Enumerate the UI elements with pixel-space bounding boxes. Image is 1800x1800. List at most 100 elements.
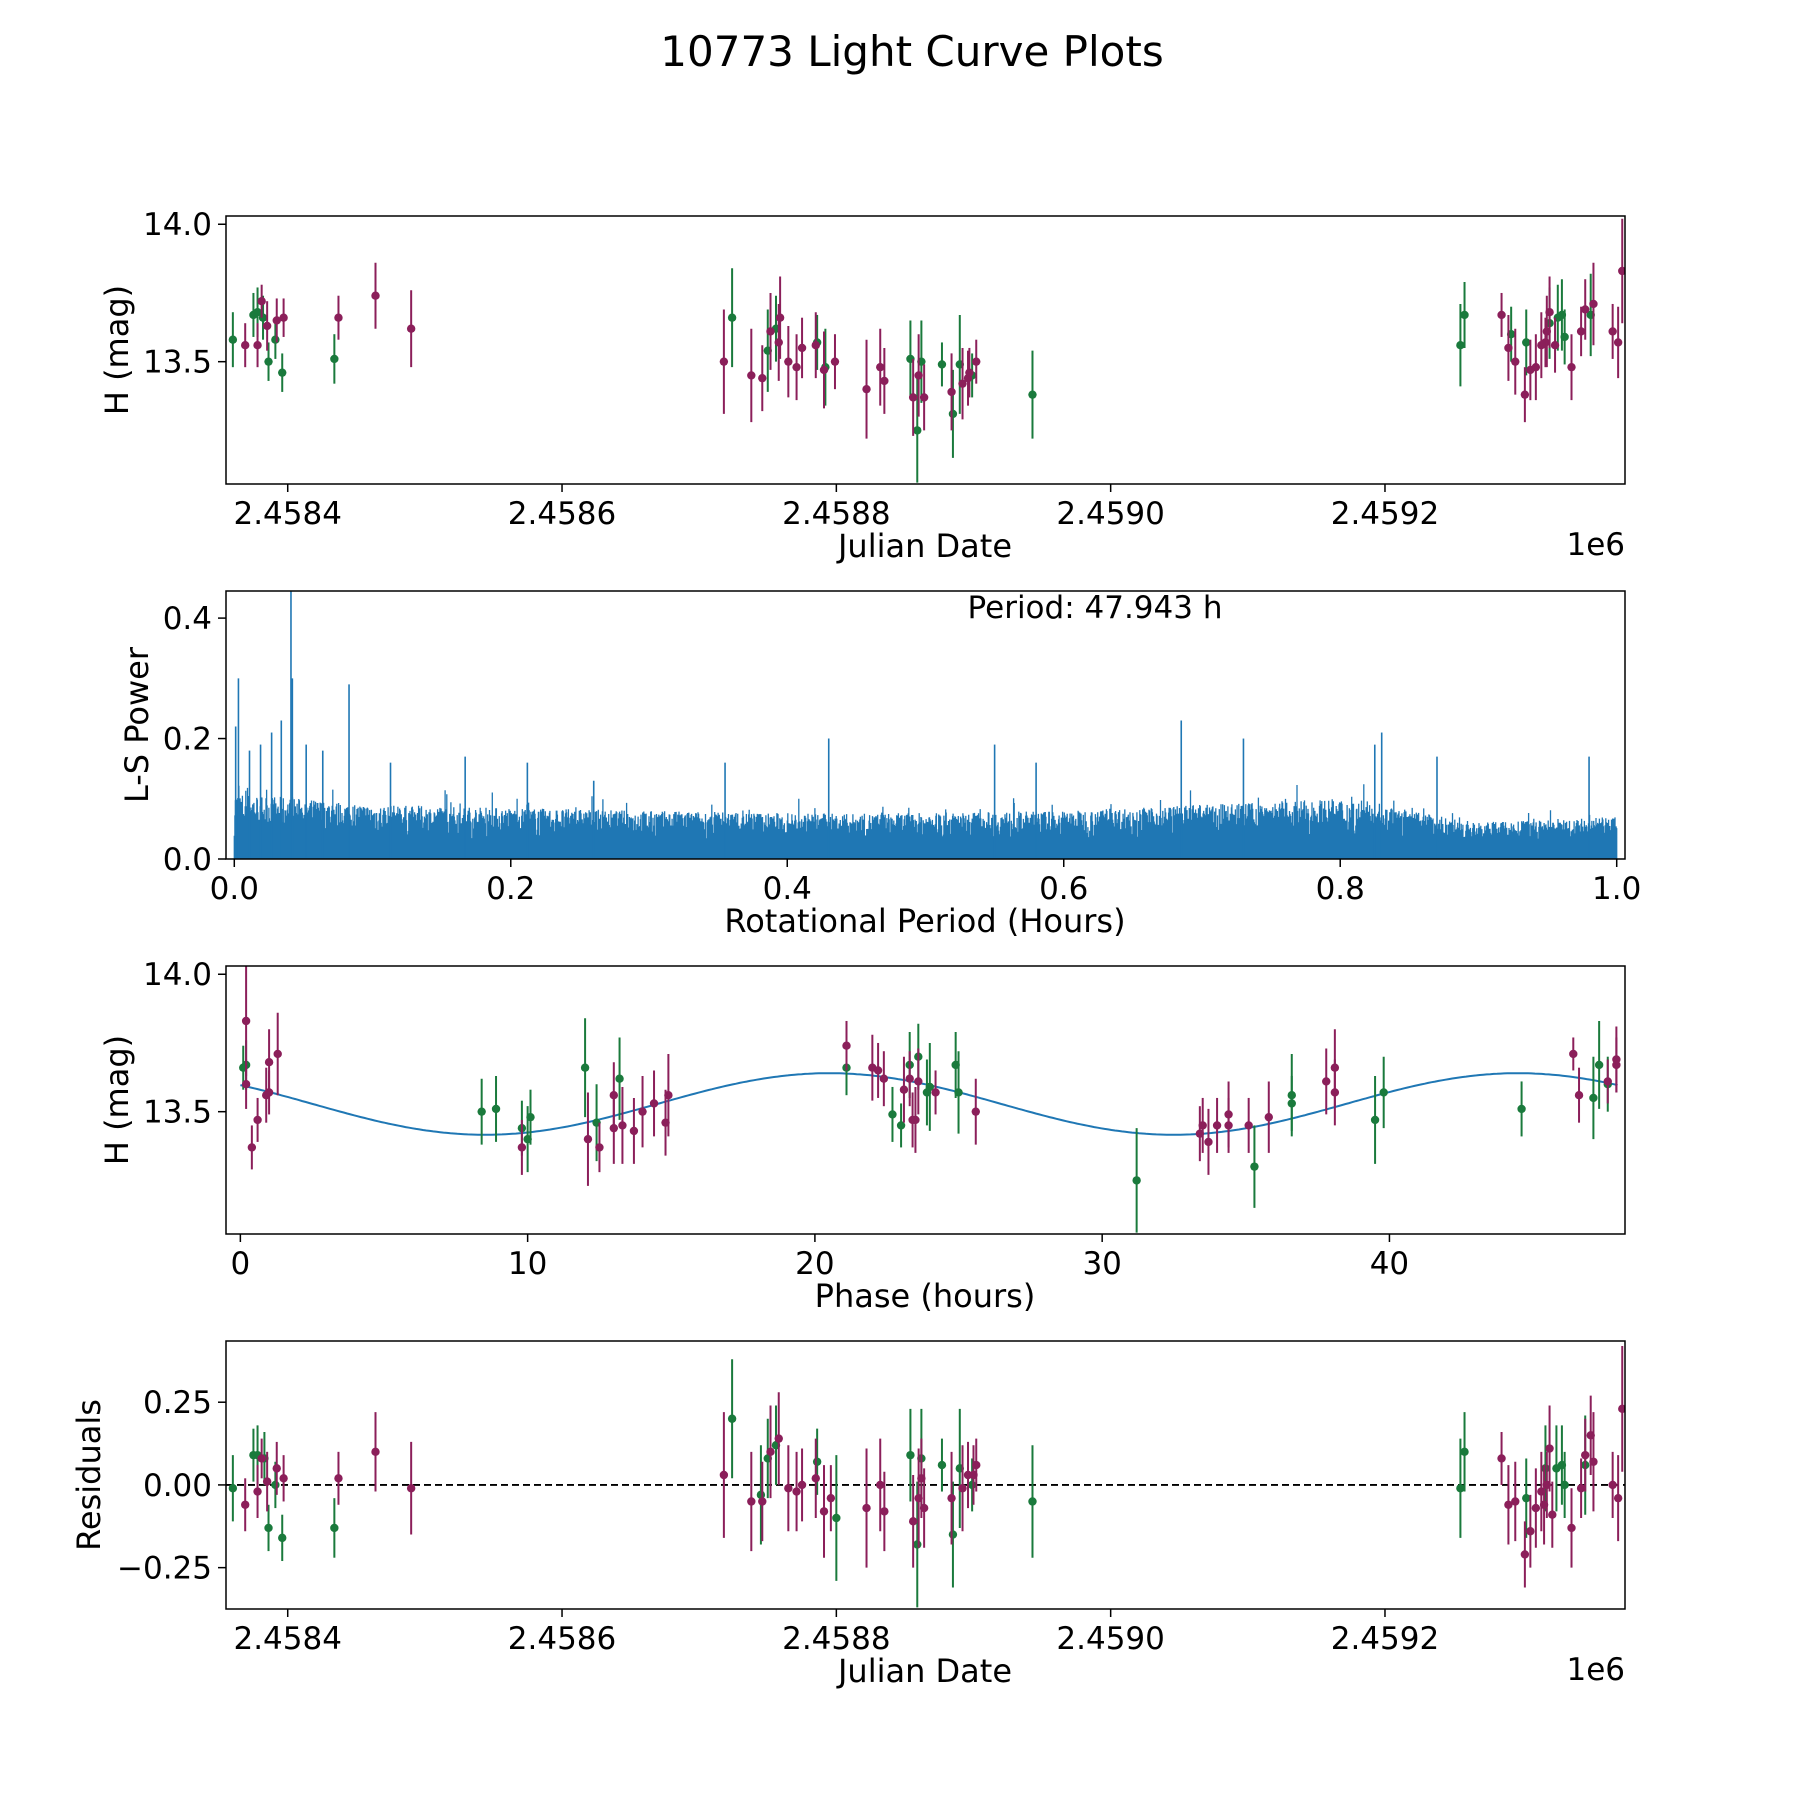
maroon-data-point: [272, 1464, 281, 1473]
maroon-data-point: [1581, 305, 1590, 314]
maroon-data-point: [1224, 1110, 1233, 1119]
maroon-data-point: [1542, 327, 1552, 336]
maroon-data-point: [830, 357, 840, 366]
green-data-point: [812, 1457, 822, 1466]
x-tick-label: 2.4592: [1331, 1621, 1439, 1657]
maroon-data-point: [1548, 1510, 1557, 1519]
maroon-data-point: [1504, 1500, 1513, 1509]
maroon-data-point: [618, 1121, 627, 1130]
maroon-data-point: [911, 1115, 920, 1125]
maroon-data-point: [1497, 1454, 1506, 1463]
green-data-point: [330, 354, 339, 364]
maroon-data-point: [1567, 362, 1576, 372]
x-tick-label: 0.2: [486, 871, 535, 907]
maroon-data-point: [1198, 1121, 1207, 1130]
period-annotation: Period: 47.943 h: [968, 590, 1223, 626]
maroon-data-point: [1531, 1503, 1541, 1513]
figure-title: 10773 Light Curve Plots: [660, 27, 1163, 76]
maroon-data-point: [1603, 1077, 1612, 1086]
green-data-point: [1589, 1093, 1598, 1103]
green-data-point: [967, 1480, 977, 1490]
maroon-data-point: [1550, 340, 1560, 350]
maroon-data-point: [972, 1460, 981, 1470]
maroon-data-point: [747, 1497, 756, 1506]
maroon-data-point: [873, 1066, 883, 1075]
x-tick-label: 2.4586: [508, 1621, 616, 1657]
maroon-series: [241, 1345, 1625, 1588]
maroon-data-point: [965, 368, 974, 377]
maroon-data-point: [972, 357, 981, 366]
x-tick-label: 2.4584: [233, 496, 341, 532]
maroon-data-point: [958, 379, 967, 388]
maroon-data-point: [1567, 1523, 1576, 1533]
maroon-data-point: [819, 1507, 829, 1516]
maroon-data-point: [1212, 1121, 1222, 1130]
green-data-point: [896, 1121, 906, 1130]
residuals-y-ticks: −0.25 0.00 0.25: [117, 1385, 226, 1587]
green-data-point: [580, 1063, 590, 1072]
maroon-data-point: [971, 1107, 980, 1116]
periodogram-y-label: L-S Power: [118, 646, 156, 803]
green-data-point: [1132, 1176, 1141, 1185]
green-data-point: [278, 368, 287, 377]
maroon-data-point: [797, 1480, 807, 1490]
maroon-data-point: [279, 1474, 288, 1483]
green-data-point: [1287, 1090, 1296, 1100]
phase-y-ticks: 13.5 14.0: [143, 957, 226, 1131]
light-curve-frame: [225, 215, 1626, 485]
maroon-data-point: [1204, 1137, 1213, 1147]
light-curve-y-ticks: 13.5 14.0: [143, 207, 226, 381]
maroon-data-point: [334, 313, 343, 322]
green-data-point: [906, 1450, 915, 1460]
maroon-data-point: [279, 313, 288, 322]
green-data-point: [228, 1484, 238, 1493]
green-data-point: [258, 313, 268, 322]
maroon-data-point: [1520, 1550, 1530, 1559]
green-data-point: [948, 409, 958, 419]
maroon-data-point: [1608, 1480, 1617, 1490]
residuals-plot-area: [226, 1345, 1625, 1608]
green-data-point: [491, 1104, 501, 1114]
maroon-data-point: [947, 1493, 956, 1503]
maroon-data-point: [842, 1041, 851, 1050]
x-tick-label: 2.4588: [782, 1621, 890, 1657]
maroon-data-point: [1581, 1450, 1590, 1460]
maroon-data-point: [1511, 1497, 1520, 1506]
maroon-data-point: [253, 340, 262, 350]
maroon-data-point: [241, 1500, 250, 1509]
green-data-point: [1456, 340, 1465, 350]
periodogram-frame: [225, 590, 1626, 860]
periodogram-y-ticks: 0.0 0.2 0.4: [163, 601, 226, 878]
maroon-data-point: [334, 1474, 343, 1483]
maroon-data-point: [273, 1049, 282, 1059]
phase-frame: [225, 965, 1626, 1235]
green-data-point: [264, 357, 273, 366]
x-tick-label: 2.4584: [233, 1621, 341, 1657]
maroon-data-point: [747, 371, 756, 380]
green-data-point: [271, 335, 280, 344]
green-data-point: [913, 1540, 922, 1549]
phase-x-ticks: 0 10 20 30 40: [230, 1234, 1409, 1282]
x-tick-label: 2.4590: [1056, 496, 1164, 532]
green-data-point: [330, 1523, 339, 1533]
light-curve-panel: 13.514.0 2.4584 2.4586 2.4588 2.4590 2.4592 …: [98, 207, 1626, 565]
maroon-data-point: [664, 1090, 673, 1100]
x-tick-label: 10: [508, 1246, 547, 1282]
green-data-point: [937, 1460, 947, 1470]
maroon-data-point: [1574, 1090, 1584, 1100]
maroon-data-point: [1322, 1077, 1331, 1086]
green-data-point: [1370, 1115, 1380, 1125]
maroon-data-point: [758, 1497, 767, 1506]
y-tick-label: 0.2: [163, 722, 212, 758]
periodogram-plot-area: [233, 591, 1618, 859]
maroon-data-point: [919, 1503, 929, 1513]
y-tick-label: 0.00: [143, 1468, 212, 1504]
maroon-data-point: [1613, 338, 1623, 347]
maroon-data-point: [914, 371, 923, 380]
maroon-data-point: [797, 343, 807, 353]
maroon-data-point: [253, 1115, 262, 1125]
phase-panel: 13.5 14.0 0 10 20 30 40 Phase (hours) H (mag): [98, 957, 1626, 1315]
maroon-data-point: [253, 1487, 262, 1496]
maroon-data-point: [241, 1079, 251, 1089]
